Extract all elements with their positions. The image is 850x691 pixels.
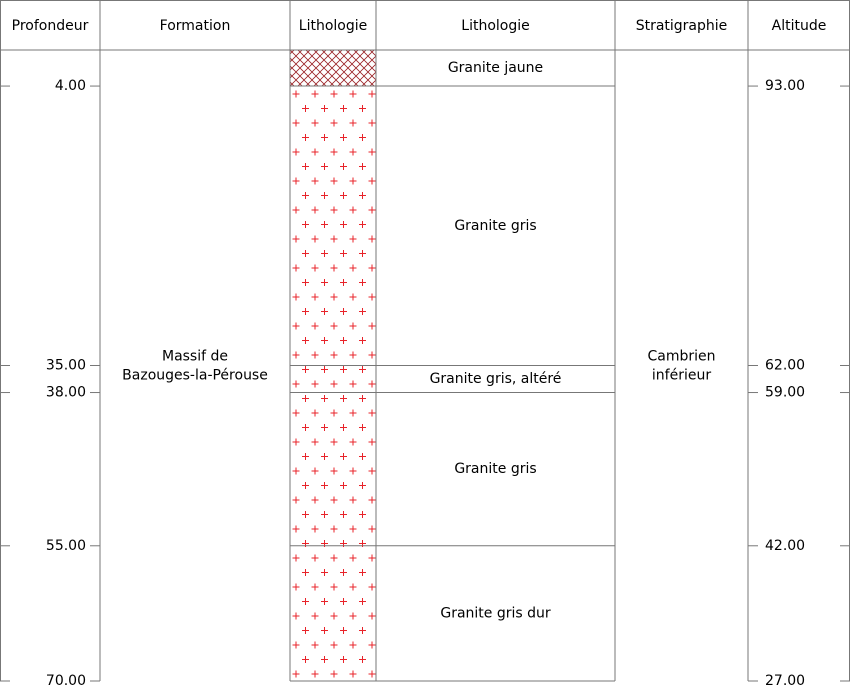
lithology-fill — [290, 365, 376, 393]
formation-label: Bazouges-la-Pérouse — [122, 368, 268, 384]
column-header: Lithologie — [299, 18, 367, 34]
column-header: Profondeur — [12, 18, 89, 34]
lithology-fill — [290, 50, 376, 87]
depth-label: 4.00 — [55, 78, 86, 94]
column-header: Formation — [160, 18, 231, 34]
altitude-label: 62.00 — [765, 358, 805, 374]
column-header: Stratigraphie — [636, 18, 728, 34]
depth-label: 38.00 — [46, 385, 86, 401]
column-header: Lithologie — [461, 18, 529, 34]
layer-description: Granite gris dur — [440, 605, 551, 621]
lithology-fill — [290, 545, 376, 681]
depth-label: 70.00 — [46, 673, 86, 689]
altitude-label: 27.00 — [765, 673, 805, 689]
formation-label: Massif de — [162, 349, 228, 365]
altitude-label: 59.00 — [765, 385, 805, 401]
lithology-fill — [290, 86, 376, 366]
lithology-fill — [290, 392, 376, 546]
layer-description: Granite gris, altéré — [430, 371, 562, 387]
layer-description: Granite gris — [454, 461, 536, 477]
altitude-label: 93.00 — [765, 78, 805, 94]
stratigraphy-label: Cambrien — [647, 349, 715, 365]
depth-label: 55.00 — [46, 538, 86, 554]
altitude-label: 42.00 — [765, 538, 805, 554]
stratigraphy-label: inférieur — [652, 368, 711, 384]
depth-label: 35.00 — [46, 358, 86, 374]
column-header: Altitude — [772, 18, 827, 34]
layer-description: Granite jaune — [448, 60, 543, 76]
layer-description: Granite gris — [454, 218, 536, 234]
